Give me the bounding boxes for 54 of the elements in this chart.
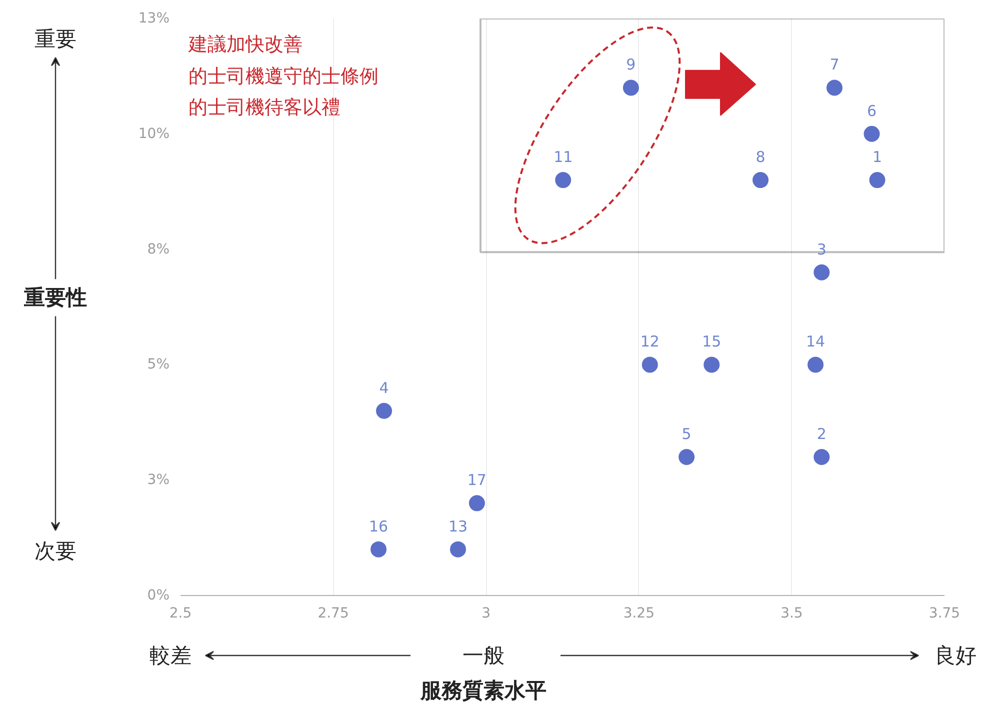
annotation: 的士司機待客以禮: [188, 96, 340, 118]
point: [814, 449, 830, 466]
y-tick-label: 13%: [138, 10, 170, 26]
x-tick-label: 3.5: [780, 606, 803, 622]
annotation: 的士司機遵守的士條例: [188, 65, 378, 88]
y-tick-label: 10%: [138, 126, 170, 142]
annotation: 4: [379, 378, 389, 397]
point: [450, 541, 466, 558]
text: 重要: [34, 26, 76, 51]
annotation: 3: [816, 240, 826, 258]
point: [869, 172, 886, 188]
point: [555, 172, 572, 188]
annotation: 建議加快改善: [188, 33, 302, 56]
point: [808, 356, 824, 373]
x-tick-label: 3.25: [623, 606, 654, 622]
point: [704, 356, 720, 373]
annotation: 12: [640, 332, 660, 351]
y-tick-label: 8%: [147, 241, 170, 258]
y-axis-title: 重要性: [23, 286, 87, 310]
x-tick-label: 2.5: [169, 606, 192, 622]
x-tick-label: 3: [482, 606, 491, 622]
text: 次要: [34, 538, 76, 563]
x-axis-title: 服務質素水平: [420, 678, 546, 702]
y-tick-label: 5%: [147, 356, 170, 373]
annotation: 6: [866, 102, 877, 120]
y-tick-label: 3%: [147, 472, 170, 488]
annotation: 9: [626, 56, 636, 74]
annotation: 13: [448, 517, 468, 536]
point: [678, 449, 695, 466]
point: [622, 80, 639, 96]
x-tick-label: 3.75: [928, 606, 960, 622]
text: 一般: [462, 644, 504, 668]
point: [814, 264, 830, 280]
annotation: 17: [467, 471, 486, 490]
text: 良好: [934, 644, 976, 668]
annotation: 16: [368, 517, 388, 536]
text: 較差: [150, 644, 192, 668]
annotation: 5: [682, 425, 692, 444]
point: [864, 126, 880, 142]
annotation: 7: [830, 56, 840, 74]
annotation: 8: [756, 148, 766, 166]
point: [468, 495, 485, 512]
point: [376, 402, 392, 419]
y-tick-label: 0%: [147, 588, 170, 604]
point: [752, 172, 769, 188]
point: [826, 80, 842, 96]
annotation: 15: [702, 332, 722, 351]
annotation: 2: [816, 425, 826, 444]
x-tick-label: 2.75: [318, 606, 349, 622]
point: [370, 541, 387, 558]
annotation: 1: [872, 148, 882, 166]
annotation: 14: [806, 332, 826, 351]
point: [642, 356, 658, 373]
annotation: 11: [554, 148, 573, 166]
